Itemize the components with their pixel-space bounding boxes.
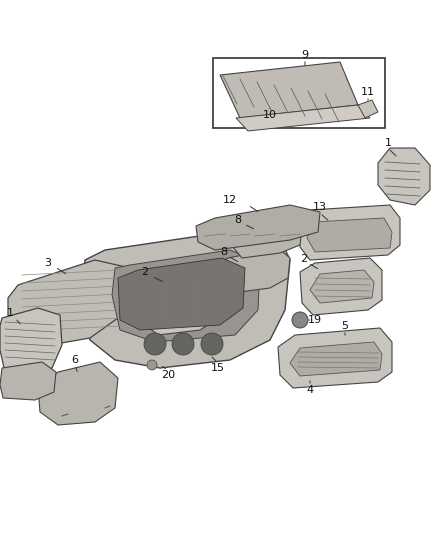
Polygon shape [307,218,392,252]
Polygon shape [278,328,392,388]
Polygon shape [82,230,290,368]
Circle shape [147,360,157,370]
Polygon shape [300,258,382,315]
Text: 2: 2 [300,254,307,264]
Text: 13: 13 [313,202,327,212]
Polygon shape [290,342,382,376]
Polygon shape [310,270,374,303]
Text: 5: 5 [342,321,349,331]
Circle shape [144,333,166,355]
Text: 10: 10 [263,110,277,120]
Text: 19: 19 [308,315,322,325]
Text: 3: 3 [45,258,52,268]
Polygon shape [118,258,245,330]
Text: 6: 6 [71,355,78,365]
Polygon shape [196,205,320,250]
Text: 4: 4 [307,385,314,395]
Text: 15: 15 [211,363,225,373]
Text: 2: 2 [141,267,148,277]
Polygon shape [358,100,378,118]
Polygon shape [112,250,260,342]
Polygon shape [298,205,400,260]
Text: 9: 9 [301,50,308,60]
Text: 11: 11 [361,87,375,97]
Polygon shape [220,62,358,118]
Polygon shape [140,268,220,335]
Circle shape [172,333,194,355]
Polygon shape [0,362,56,400]
Text: 20: 20 [161,370,175,380]
Polygon shape [0,308,62,378]
Polygon shape [213,58,385,128]
Circle shape [201,333,223,355]
Polygon shape [8,260,130,345]
Polygon shape [236,105,370,131]
Circle shape [292,312,308,328]
Text: 8: 8 [220,247,228,257]
Polygon shape [38,362,118,425]
Text: 1: 1 [385,138,392,148]
Text: 8: 8 [234,215,242,225]
Text: 12: 12 [223,195,237,205]
Polygon shape [378,148,430,205]
Text: 1: 1 [7,308,14,318]
Polygon shape [215,248,290,294]
Polygon shape [232,218,302,258]
